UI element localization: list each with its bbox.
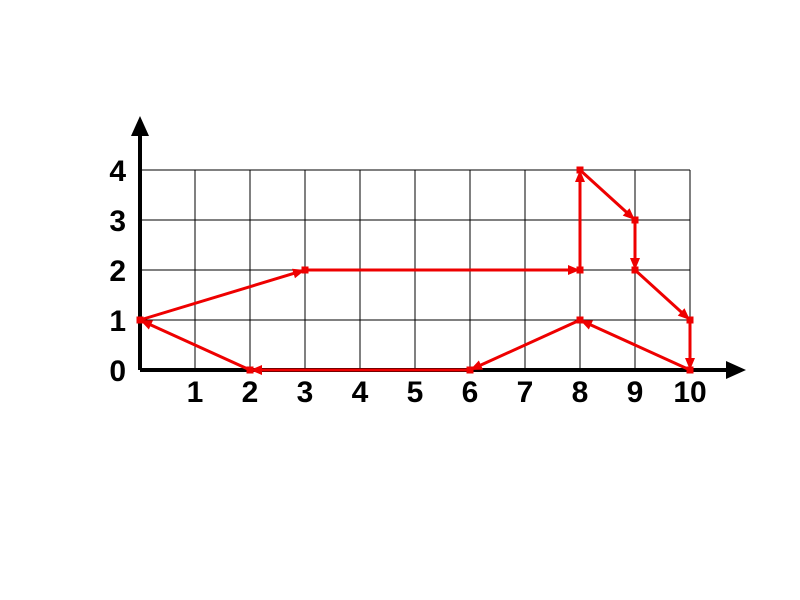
- x-tick-label: 1: [187, 376, 204, 409]
- path-marker: [577, 267, 584, 274]
- x-tick-label: 6: [462, 376, 479, 409]
- path-marker: [632, 267, 639, 274]
- x-tick-labels: 1 2 3 4 5 6 7 8 9 10: [187, 376, 707, 409]
- path-marker: [687, 367, 694, 374]
- x-tick-label: 4: [352, 376, 369, 409]
- path-arrows: [140, 170, 695, 375]
- path-marker: [687, 317, 694, 324]
- x-tick-label: 3: [297, 376, 314, 409]
- path-marker: [632, 217, 639, 224]
- path-marker: [577, 167, 584, 174]
- x-tick-label: 2: [242, 376, 259, 409]
- x-tick-label: 8: [572, 376, 589, 409]
- vector-path-chart: 0 1 2 3 4 1 2 3 4 5 6 7 8 9 10: [0, 0, 800, 600]
- x-tick-label: 7: [517, 376, 534, 409]
- y-tick-label: 1: [109, 305, 126, 338]
- path-marker: [137, 317, 144, 324]
- y-tick-label: 0: [109, 355, 126, 388]
- x-tick-label: 5: [407, 376, 424, 409]
- path-marker: [577, 317, 584, 324]
- x-tick-label: 9: [627, 376, 644, 409]
- axes: [131, 116, 746, 379]
- y-tick-label: 3: [109, 205, 126, 238]
- y-tick-label: 2: [109, 255, 126, 288]
- y-tick-label: 4: [109, 155, 126, 188]
- x-tick-label: 10: [673, 376, 706, 409]
- y-tick-labels: 0 1 2 3 4: [109, 155, 126, 388]
- path-marker: [467, 367, 474, 374]
- path-marker: [247, 367, 254, 374]
- path-marker: [302, 267, 309, 274]
